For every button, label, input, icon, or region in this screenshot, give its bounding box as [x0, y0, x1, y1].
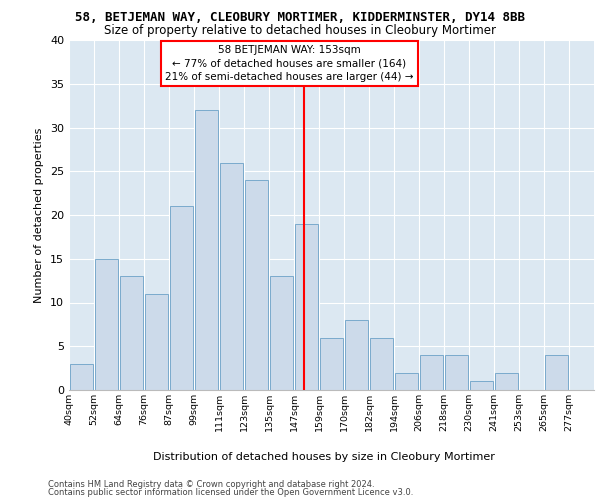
Bar: [270, 276, 293, 390]
Text: 58, BETJEMAN WAY, CLEOBURY MORTIMER, KIDDERMINSTER, DY14 8BB: 58, BETJEMAN WAY, CLEOBURY MORTIMER, KID…: [75, 11, 525, 24]
Bar: [395, 372, 418, 390]
Bar: [420, 355, 443, 390]
Bar: [345, 320, 368, 390]
Text: Contains public sector information licensed under the Open Government Licence v3: Contains public sector information licen…: [48, 488, 413, 497]
Bar: [70, 364, 93, 390]
Bar: [245, 180, 268, 390]
Bar: [95, 259, 118, 390]
Bar: [170, 206, 193, 390]
Bar: [495, 372, 518, 390]
Text: Contains HM Land Registry data © Crown copyright and database right 2024.: Contains HM Land Registry data © Crown c…: [48, 480, 374, 489]
Bar: [295, 224, 318, 390]
Bar: [470, 381, 493, 390]
Bar: [445, 355, 468, 390]
Bar: [120, 276, 143, 390]
Bar: [545, 355, 568, 390]
Bar: [145, 294, 168, 390]
Bar: [370, 338, 393, 390]
Bar: [320, 338, 343, 390]
Bar: [195, 110, 218, 390]
Text: Size of property relative to detached houses in Cleobury Mortimer: Size of property relative to detached ho…: [104, 24, 496, 37]
Y-axis label: Number of detached properties: Number of detached properties: [34, 128, 44, 302]
Bar: [220, 162, 243, 390]
Text: Distribution of detached houses by size in Cleobury Mortimer: Distribution of detached houses by size …: [153, 452, 495, 462]
Text: 58 BETJEMAN WAY: 153sqm
← 77% of detached houses are smaller (164)
21% of semi-d: 58 BETJEMAN WAY: 153sqm ← 77% of detache…: [165, 46, 414, 82]
